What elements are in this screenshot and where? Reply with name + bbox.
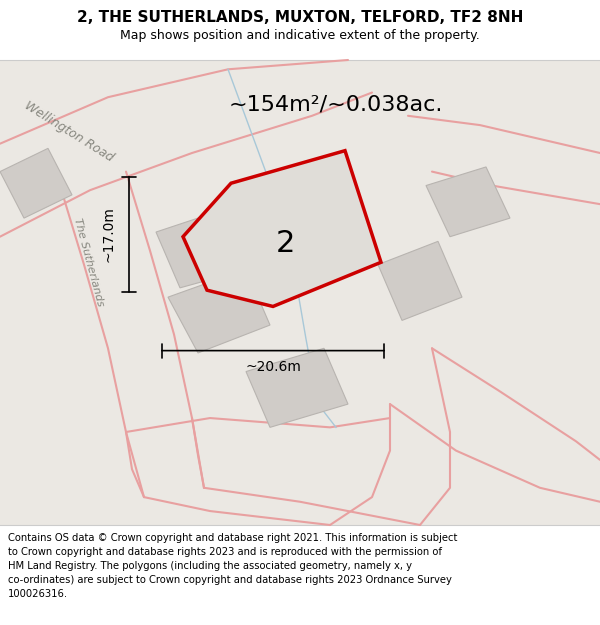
Text: 2, THE SUTHERLANDS, MUXTON, TELFORD, TF2 8NH: 2, THE SUTHERLANDS, MUXTON, TELFORD, TF2… — [77, 11, 523, 26]
Text: Map shows position and indicative extent of the property.: Map shows position and indicative extent… — [120, 29, 480, 41]
Polygon shape — [168, 269, 270, 353]
FancyBboxPatch shape — [0, 60, 600, 525]
FancyBboxPatch shape — [0, 0, 600, 60]
Text: ~20.6m: ~20.6m — [245, 359, 301, 374]
Text: 100026316.: 100026316. — [8, 589, 68, 599]
Text: The Sutherlands: The Sutherlands — [72, 217, 106, 308]
Polygon shape — [156, 204, 264, 288]
Polygon shape — [183, 151, 381, 306]
Polygon shape — [426, 167, 510, 237]
Text: Wellington Road: Wellington Road — [22, 99, 116, 165]
FancyBboxPatch shape — [0, 525, 600, 625]
Text: co-ordinates) are subject to Crown copyright and database rights 2023 Ordnance S: co-ordinates) are subject to Crown copyr… — [8, 575, 452, 585]
Text: Contains OS data © Crown copyright and database right 2021. This information is : Contains OS data © Crown copyright and d… — [8, 533, 457, 543]
Polygon shape — [0, 148, 72, 218]
Text: 2: 2 — [275, 229, 295, 258]
Text: HM Land Registry. The polygons (including the associated geometry, namely x, y: HM Land Registry. The polygons (includin… — [8, 561, 412, 571]
Polygon shape — [378, 241, 462, 321]
Polygon shape — [246, 348, 348, 428]
Text: ~154m²/~0.038ac.: ~154m²/~0.038ac. — [229, 94, 443, 114]
Text: to Crown copyright and database rights 2023 and is reproduced with the permissio: to Crown copyright and database rights 2… — [8, 547, 442, 557]
Text: ~17.0m: ~17.0m — [102, 206, 116, 262]
